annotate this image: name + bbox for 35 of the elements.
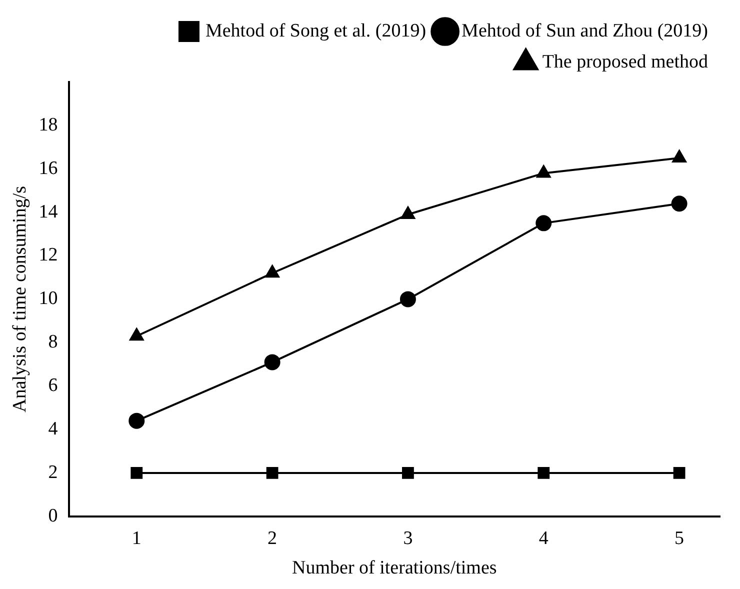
x-tick-label: 2: [268, 528, 278, 549]
x-tick-label: 5: [674, 528, 684, 549]
point: [130, 467, 143, 479]
y-tick-label: 16: [38, 158, 58, 179]
y-tick-label: 2: [48, 462, 58, 483]
y-tick-label: 18: [38, 114, 58, 136]
x-tick-label: 4: [538, 528, 549, 549]
point: [128, 412, 145, 429]
legend-label: Mehtod of Song et al. (2019): [205, 20, 426, 42]
point: [536, 165, 551, 178]
y-tick-label: 8: [48, 332, 58, 353]
y-tick-label: 4: [48, 418, 58, 440]
point: [265, 265, 280, 278]
x-tick-label: 1: [132, 528, 142, 549]
point: [538, 467, 550, 479]
y-tick-label: 14: [38, 201, 58, 222]
y-tick-label: 12: [38, 244, 58, 266]
legend-label: The proposed method: [542, 51, 708, 72]
point: [130, 328, 144, 341]
point: [266, 467, 278, 479]
x-tick-label: 3: [403, 528, 413, 549]
y-tick-label: 6: [48, 375, 58, 396]
point: [671, 196, 688, 212]
point: [402, 467, 414, 479]
point: [673, 467, 686, 479]
point: [400, 206, 416, 219]
x-axis-title: Number of iterations/times: [292, 558, 497, 579]
y-tick-label: 10: [38, 288, 58, 310]
point: [400, 291, 416, 308]
y-tick-label: 0: [48, 505, 58, 526]
point: [264, 354, 280, 370]
y-axis-title: Analysis of time consuming/s: [9, 186, 30, 412]
point: [672, 150, 686, 163]
legend-label: Mehtod of Sun and Zhou (2019): [462, 20, 708, 42]
point: [536, 215, 552, 232]
